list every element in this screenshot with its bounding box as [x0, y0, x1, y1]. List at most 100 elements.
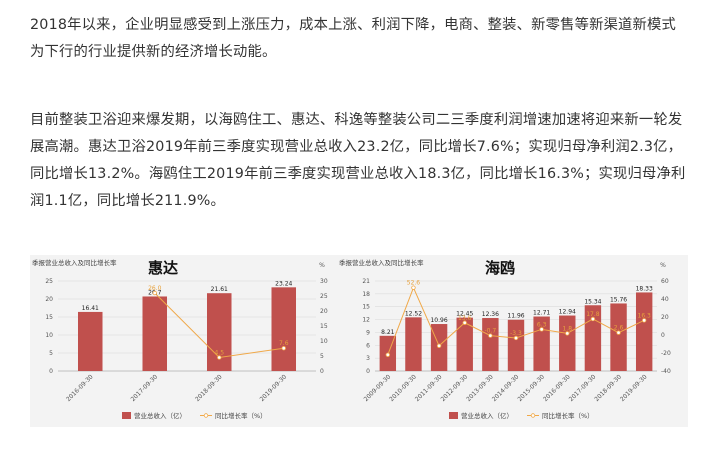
right-axis-tick: 0 — [661, 332, 665, 339]
growth-rate-point — [641, 318, 647, 323]
revenue-bar — [456, 317, 473, 371]
chart-huida-svg: 季报营业总收入及同比增长率 惠达 % 0 5 10 15 20 25 0 5 10 15 20 25 30 16… — [32, 258, 328, 420]
revenue-bar-label: 18.33 — [636, 285, 653, 292]
right-axis-tick: 10 — [320, 338, 328, 345]
right-axis-tick: -40 — [661, 368, 671, 375]
revenue-bar-label: 12.94 — [559, 309, 576, 316]
growth-rate-label: -3.3 — [510, 330, 522, 337]
growth-rate-point — [281, 345, 286, 351]
revenue-bar-label: 8.21 — [381, 329, 395, 336]
right-axis-tick: 5 — [320, 353, 324, 360]
revenue-bar-label: 10.96 — [430, 317, 447, 324]
growth-rate-label: 52.6 — [407, 280, 421, 287]
x-axis-tick: 2018-09-30 — [194, 373, 224, 403]
revenue-bar — [507, 319, 525, 371]
legend-bar-swatch — [122, 412, 131, 419]
x-axis-tick: 2019-09-30 — [619, 373, 649, 403]
growth-rate-label: 7.6 — [279, 340, 289, 347]
left-axis-tick: 6 — [366, 342, 370, 349]
chart-subtitle: 季报营业总收入及同比增长率 — [339, 258, 424, 267]
growth-rate-point — [462, 320, 467, 325]
revenue-bar — [610, 303, 627, 371]
revenue-bar — [271, 287, 297, 371]
left-axis-tick: 15 — [45, 314, 53, 321]
chart-haiou-svg: 季报营业总收入及同比增长率 海鸥 % 0 3 6 9 12 15 18 21 -40 -20 0 20 40 6… — [339, 258, 671, 420]
growth-rate-point — [616, 330, 621, 335]
revenue-bar-label: 15.76 — [610, 296, 627, 303]
growth-rate-label: 17.8 — [586, 311, 600, 318]
revenue-bar-label: 12.52 — [405, 310, 422, 317]
legend-line-marker — [530, 413, 536, 418]
revenue-bar-label: 16.41 — [82, 305, 99, 312]
right-axis-tick: 20 — [320, 308, 328, 315]
growth-rate-point — [152, 290, 157, 296]
growth-rate-label: 16.3 — [638, 312, 652, 319]
left-axis-tick: 0 — [49, 368, 53, 375]
revenue-bar-label: 12.71 — [533, 310, 550, 317]
growth-rate-point — [411, 285, 416, 290]
revenue-bar-label: 12.36 — [482, 311, 499, 318]
paragraph-intro: 2018年以来，企业明显感受到上涨压力，成本上涨、利润下降，电商、整装、新零售等… — [30, 17, 677, 60]
revenue-bar-label: 11.96 — [507, 313, 524, 320]
revenue-bar-label: 15.34 — [584, 298, 601, 305]
revenue-bar — [635, 292, 653, 371]
legend-bar-label: 营业总收入（亿） — [461, 411, 513, 420]
revenue-bar — [77, 311, 103, 371]
growth-rate-label: 13.6 — [458, 315, 472, 322]
right-axis-tick: -20 — [661, 350, 671, 357]
x-axis-tick: 2019-09-30 — [259, 373, 289, 403]
growth-rate-point — [488, 333, 493, 338]
right-axis-unit: % — [660, 262, 666, 269]
left-axis-tick: 21 — [362, 278, 370, 285]
right-axis-tick: 60 — [661, 278, 669, 285]
growth-rate-point — [385, 352, 391, 357]
legend-bar-label: 营业总收入（亿） — [134, 411, 186, 420]
revenue-bar — [405, 317, 422, 371]
growth-rate-point — [590, 316, 596, 322]
revenue-bar — [482, 318, 499, 371]
growth-rate-label: 1.8 — [562, 325, 572, 332]
growth-rate-point — [217, 355, 222, 360]
right-axis-tick: 20 — [661, 314, 669, 321]
chart-name: 海鸥 — [485, 259, 515, 277]
revenue-bar-label: 12.45 — [456, 311, 473, 318]
legend-line-label: 同比增长率（%） — [542, 411, 594, 420]
paragraph-details: 目前整装卫浴迎来爆发期，以海鸥住工、惠达、科逸等整装公司二三季度利润增速加速将迎… — [30, 112, 686, 209]
revenue-bar — [559, 315, 576, 371]
left-axis-tick: 25 — [45, 278, 53, 285]
right-axis-tick: 40 — [661, 296, 669, 303]
growth-rate-point — [436, 343, 442, 348]
chart-huida: 季报营业总收入及同比增长率 惠达% 0 5 10 15 20 25 0 5 10 15 20 25 30 16… — [30, 255, 345, 427]
left-axis-tick: 3 — [366, 355, 370, 362]
revenue-bar-label: 21.61 — [211, 286, 228, 293]
growth-rate-label: 6.3 — [537, 321, 547, 328]
left-axis-tick: 15 — [362, 304, 370, 311]
right-axis-unit: % — [319, 262, 325, 269]
left-axis-tick: 20 — [45, 296, 53, 303]
x-axis-tick: 2016-09-30 — [65, 373, 95, 403]
growth-rate-point — [539, 327, 544, 332]
revenue-bar-label: 23.24 — [275, 280, 292, 287]
growth-rate-point — [565, 331, 570, 336]
left-axis-tick: 5 — [49, 350, 53, 357]
left-axis-tick: 12 — [362, 317, 370, 324]
right-axis-tick: 30 — [320, 278, 328, 285]
legend-bar-swatch — [449, 412, 458, 419]
left-axis-tick: 10 — [45, 332, 53, 339]
growth-rate-point — [513, 335, 519, 341]
growth-rate-label: 2.6 — [614, 325, 624, 332]
growth-rate-label: 4.5 — [214, 350, 224, 357]
growth-rate-label: -0.7 — [485, 328, 497, 335]
chart-subtitle: 季报营业总收入及同比增长率 — [32, 258, 117, 267]
legend-line-marker — [203, 413, 209, 418]
left-axis-tick: 9 — [366, 329, 370, 336]
left-axis-tick: 0 — [366, 368, 370, 375]
x-axis-tick: 2017-09-30 — [130, 373, 160, 403]
right-axis-tick: 0 — [320, 368, 324, 375]
revenue-bar — [142, 296, 168, 371]
right-axis-tick: 15 — [320, 323, 328, 330]
left-axis-tick: 18 — [362, 291, 370, 298]
right-axis-tick: 25 — [320, 293, 328, 300]
legend-line-label: 同比增长率（%） — [215, 411, 267, 420]
